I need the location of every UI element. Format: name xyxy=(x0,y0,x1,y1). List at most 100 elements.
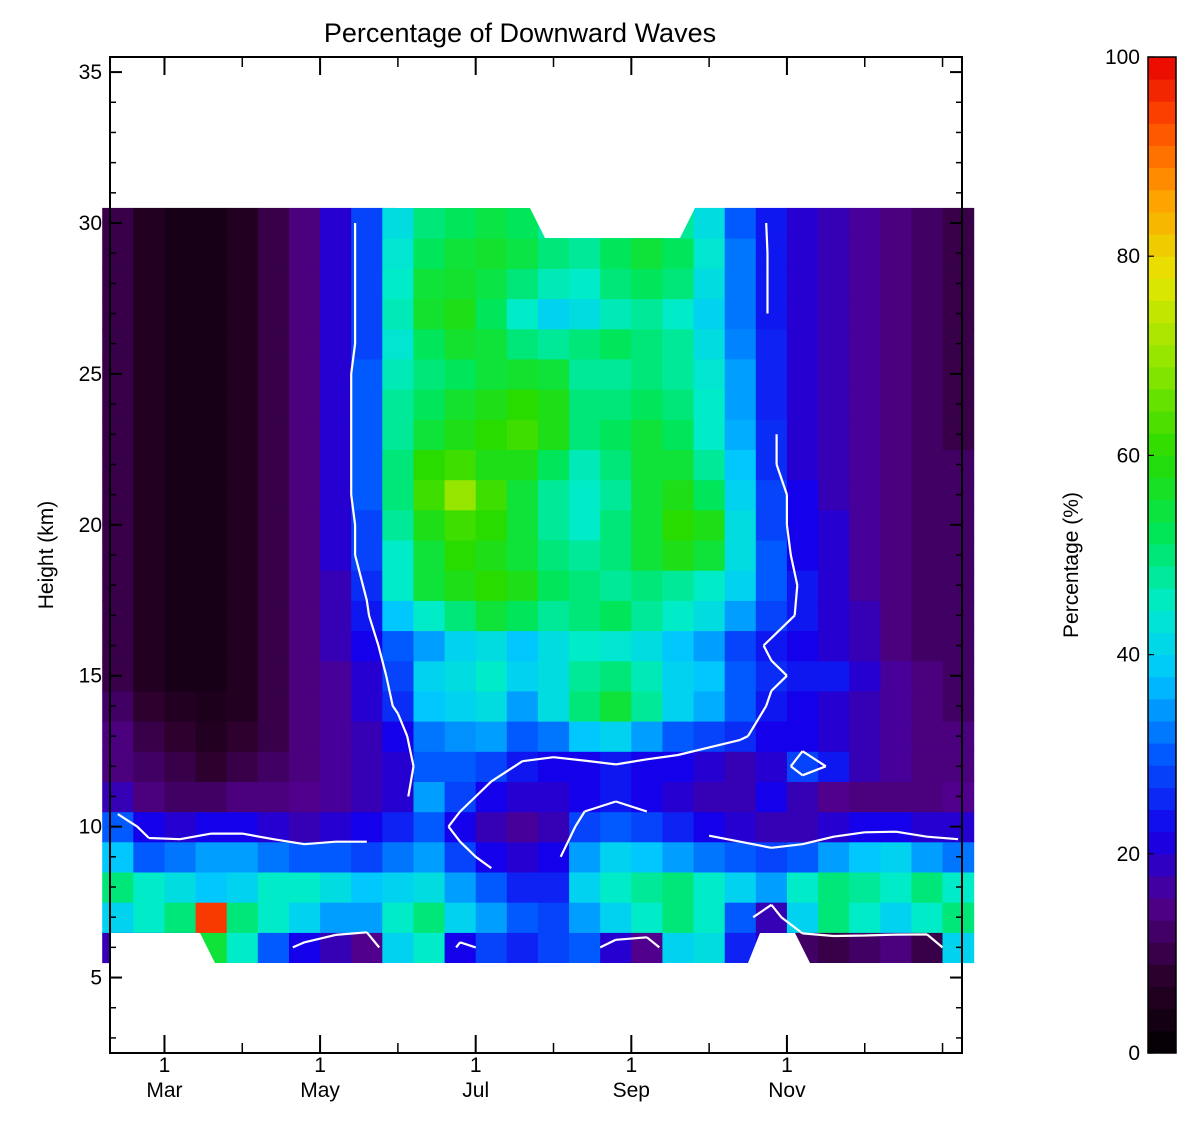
heatmap-cell xyxy=(475,871,508,903)
colorbar-band xyxy=(1148,411,1176,434)
heatmap-cell xyxy=(600,419,632,450)
colorbar: 0 20 40 60 80 100 xyxy=(1105,46,1177,1065)
heatmap-cell xyxy=(257,509,290,541)
colorbar-band xyxy=(1148,366,1176,390)
colorbar-band xyxy=(1148,676,1176,700)
heatmap-cell xyxy=(911,389,944,420)
heatmap-cell xyxy=(475,358,508,390)
heatmap-cell xyxy=(444,298,477,330)
heatmap-cell xyxy=(226,690,259,722)
heatmap-cell xyxy=(133,539,165,571)
heatmap-cell xyxy=(755,509,788,541)
heatmap-cell xyxy=(506,721,539,752)
heatmap-cell xyxy=(320,268,352,300)
heatmap-cell xyxy=(724,328,757,360)
heatmap-cell xyxy=(818,358,850,390)
heatmap-cell xyxy=(911,419,944,450)
heatmap-cell xyxy=(786,328,819,360)
heatmap-cell xyxy=(444,539,477,571)
heatmap-cell xyxy=(755,389,788,420)
heatmap-cell xyxy=(786,389,819,420)
heatmap-cell xyxy=(444,449,477,481)
heatmap-cell xyxy=(755,630,788,662)
heatmap-cell xyxy=(102,479,134,511)
heatmap-cell xyxy=(911,781,944,813)
heatmap-cell xyxy=(164,389,197,420)
heatmap-cell xyxy=(506,449,539,481)
heatmap-cell xyxy=(569,419,601,450)
colorbar-band xyxy=(1148,211,1176,235)
heatmap-cell xyxy=(693,871,726,903)
heatmap-cell xyxy=(351,811,383,843)
heatmap-cell xyxy=(351,389,383,420)
heatmap-cell xyxy=(195,328,228,360)
colorbar-band xyxy=(1148,765,1176,788)
heatmap-cell xyxy=(662,902,695,933)
heatmap-cell xyxy=(289,268,321,300)
heatmap-cell xyxy=(475,328,508,360)
heatmap-cell xyxy=(631,389,663,420)
heatmap-cell xyxy=(880,238,912,269)
heatmap-cell xyxy=(786,238,819,269)
heatmap-cell xyxy=(102,570,134,601)
heatmap-cell xyxy=(662,600,695,632)
heatmap-cell xyxy=(413,781,446,813)
heatmap-cell xyxy=(289,871,321,903)
heatmap-cell xyxy=(102,419,134,450)
heatmap-cell xyxy=(880,600,912,632)
heatmap-cell xyxy=(475,721,508,752)
heatmap-cell xyxy=(444,630,477,662)
heatmap-cell xyxy=(600,841,632,873)
heatmap-cell xyxy=(786,358,819,390)
colorbar-tick-label: 80 xyxy=(1117,245,1140,268)
heatmap-cell xyxy=(786,660,819,692)
heatmap-cell xyxy=(133,630,165,662)
mask-top-gap xyxy=(318,58,800,238)
heatmap-cell xyxy=(351,721,383,752)
heatmap-cell xyxy=(880,660,912,692)
heatmap-cell xyxy=(102,690,134,722)
colorbar-band xyxy=(1148,499,1176,523)
heatmap-cell xyxy=(880,902,912,933)
heatmap-cell xyxy=(631,811,663,843)
heatmap-cell xyxy=(289,721,321,752)
heatmap-cell xyxy=(724,630,757,662)
heatmap-cell xyxy=(289,479,321,511)
heatmap-cell xyxy=(475,238,508,269)
heatmap-cell xyxy=(818,871,850,903)
heatmap-cell xyxy=(320,690,352,722)
heatmap-cell xyxy=(537,268,570,300)
heatmap-cell xyxy=(724,902,757,933)
heatmap-cell xyxy=(755,781,788,813)
heatmap-cell xyxy=(102,630,134,662)
heatmap-cell xyxy=(755,479,788,511)
colorbar-tick-label: 100 xyxy=(1105,46,1140,69)
heatmap-cell xyxy=(755,419,788,450)
heatmap-cell xyxy=(506,902,539,933)
heatmap-cell xyxy=(475,660,508,692)
heatmap-cell xyxy=(880,539,912,571)
heatmap-cell xyxy=(755,871,788,903)
heatmap-cell xyxy=(506,781,539,813)
heatmap-cell xyxy=(444,902,477,933)
heatmap-cell xyxy=(693,932,726,964)
heatmap-cell xyxy=(506,539,539,571)
colorbar-tick-label: 60 xyxy=(1117,444,1140,467)
heatmap-cell xyxy=(164,781,197,813)
colorbar-band xyxy=(1148,1008,1176,1032)
heatmap-cell xyxy=(818,479,850,511)
heatmap-cell xyxy=(102,841,134,873)
heatmap-cell xyxy=(786,268,819,300)
heatmap-cell xyxy=(600,358,632,390)
heatmap-cell xyxy=(724,660,757,692)
heatmap-cell xyxy=(662,932,695,964)
heatmap-cell xyxy=(444,600,477,632)
heatmap-cell xyxy=(320,751,352,782)
heatmap-cell xyxy=(164,751,197,782)
heatmap-cell xyxy=(133,358,165,390)
colorbar-band xyxy=(1148,964,1176,988)
colorbar-band xyxy=(1148,1030,1176,1054)
heatmap-cell xyxy=(818,328,850,360)
heatmap-cell xyxy=(133,389,165,420)
heatmap-cell xyxy=(880,841,912,873)
